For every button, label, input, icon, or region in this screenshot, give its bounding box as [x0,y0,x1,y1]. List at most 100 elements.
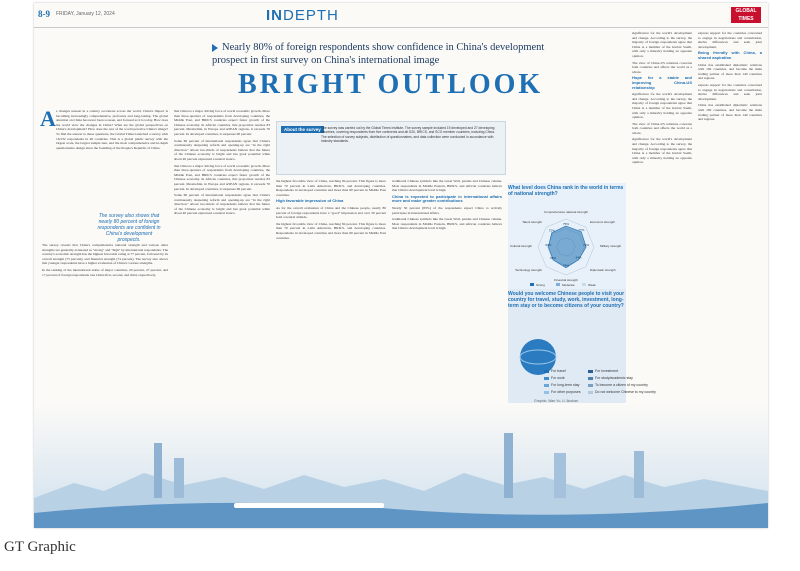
paragraph: the highest favorable view of China, rea… [276,221,386,240]
section-depth: DEPTH [283,7,339,24]
legend-swatch [544,390,549,394]
watermark-label: GT Graphic [4,539,76,555]
radar-value-label: 63% [545,243,551,247]
welcome-legend-item: For study/academic stay [588,376,633,380]
radar-axis-label: Talent strength [522,220,542,224]
legend-swatch [588,383,593,387]
radar-value-label: 72% [583,243,589,247]
legend-label: For investment [595,369,619,373]
radar-axis-label: Cultural strength [510,244,532,248]
tower-icon [154,443,162,498]
building-icon [554,453,566,498]
tower-icon [504,433,513,498]
headline: BRIGHT OUTLOOK [238,69,544,100]
about-tag: About the survey [281,126,324,133]
legend-swatch [588,376,593,380]
radar-axis-label: Economic strength [590,220,615,224]
paragraph: Some 60 percent of international respond… [174,193,270,216]
welcome-chart-panel [508,289,626,403]
logo-line-2: TIMES [738,16,754,22]
welcome-legend-item: For other purposes [544,390,581,394]
welcome-question: Would you welcome Chinese people to visi… [508,291,628,309]
radar-grid-ring [537,218,595,276]
globe-ring [519,349,557,365]
paragraph: traditional Chinese symbols like the Gre… [392,217,502,231]
building-icon [634,451,644,498]
welcome-legend-item: To become a citizen of my country [588,383,648,387]
radar-axis-label: Financial strength [554,278,578,282]
paragraph: express support for the countries concer… [698,31,762,49]
legend-label: For study/academic stay [595,376,633,380]
paragraph: The view of China-US relations concerns … [632,121,692,135]
legend-label: Weak [588,283,596,287]
legend-swatch [544,376,549,380]
page-header: 8-9 FRIDAY, January 12, 2024 INDEPTH GLO… [34,3,768,28]
welcome-legend-item: For travel [544,369,566,373]
radar-chart: Comprehensive national strength 75% Econom… [508,183,626,289]
high-speed-train-icon [234,503,384,508]
paragraph: The survey reveals that China's comprehe… [42,243,168,266]
global-times-logo: GLOBAL TIMES [731,7,761,23]
radar-value-label: 64% [576,256,582,260]
paragraph: that China is a major driving force of w… [174,163,270,191]
legend-label: To become a citizen of my country [595,383,648,387]
pull-quote: The survey also shows that nearly 80 per… [97,213,161,243]
newspaper-spread: 8-9 FRIDAY, January 12, 2024 INDEPTH GLO… [34,3,768,528]
paragraph: As for the overall evaluation of China a… [276,205,386,220]
paragraph: significance for the world's development… [632,92,692,120]
radar-value-label: 72% [549,229,555,233]
paragraph: Some 60 percent of international respond… [174,138,270,161]
radar-chart-panel: Comprehensive national strength 75% Econom… [508,183,626,289]
paragraph: traditional Chinese symbols like the Gre… [392,179,502,193]
radar-value-label: 65% [550,256,556,260]
paragraph: s changes unseen in a century accelerate… [56,109,168,150]
radar-axis-label: Military strength [600,244,622,248]
article-column-6: express support for the countries concer… [698,31,762,405]
radar-question: What level does China rank in the world … [508,185,628,197]
legend-swatch [544,383,549,387]
article-column-2: that China is a major driving force of w… [174,109,270,405]
section-heading: Hope for a stable and improving China-US… [632,75,692,90]
section-in: IN [266,7,283,24]
paragraph: China has established diplomatic relatio… [698,62,762,81]
article-column-1a: s changes unseen in a century accelerate… [56,109,168,209]
legend-label: For travel [551,369,566,373]
article-column-4: traditional Chinese symbols like the Gre… [392,179,502,405]
radar-axis-label: Diplomatic strength [590,268,616,272]
radar-value-label: 77% [578,228,584,232]
subheadline-text: Nearly 80% of foreign respondents show c… [212,42,545,66]
city-skyline-illustration [34,403,768,528]
legend-label: For long-term stay [551,383,580,387]
radar-value-label: 75% [563,222,569,226]
radar-axis-label: Comprehensive national strength [544,210,588,214]
section-heading: High favorable impression of China [276,198,344,204]
article-column-5: significance for the world's development… [632,31,692,405]
subheadline: Nearly 80% of foreign respondents show c… [212,41,582,67]
legend-label: Moderate [562,283,575,287]
legend-label: For work [551,376,565,380]
section-heading: China is expected to participate in inte… [392,193,502,204]
logo-line-1: GLOBAL [735,8,757,14]
welcome-legend-item: For work [544,376,565,380]
section-heading: Being friendly with China, a shared aspi… [698,50,762,60]
triangle-icon [212,43,218,52]
legend-swatch [588,390,593,394]
radar-axis-label: Technology strength [515,268,542,272]
legend-label: Strong [536,283,545,287]
railway-bridge [34,502,768,528]
paragraph: the highest favorable view of China, rea… [276,179,386,197]
paragraph: significance for the world's development… [632,137,692,165]
about-text: The survey was carried out by the Global… [321,126,495,143]
article-column-3: the highest favorable view of China, rea… [276,179,386,405]
paragraph: express support for the countries concer… [698,82,762,101]
building-icon [174,458,184,498]
paragraph: that China is a major driving force of w… [174,109,270,136]
drop-cap: A [40,106,56,131]
legend-swatch [544,369,549,373]
legend-swatch [530,283,534,286]
welcome-globe-icon [520,339,556,375]
radar-question-text: What level does China rank in the world … [508,185,624,197]
legend-label: For other purposes [551,390,581,394]
welcome-question-text: Would you welcome Chinese people to visi… [508,291,625,309]
